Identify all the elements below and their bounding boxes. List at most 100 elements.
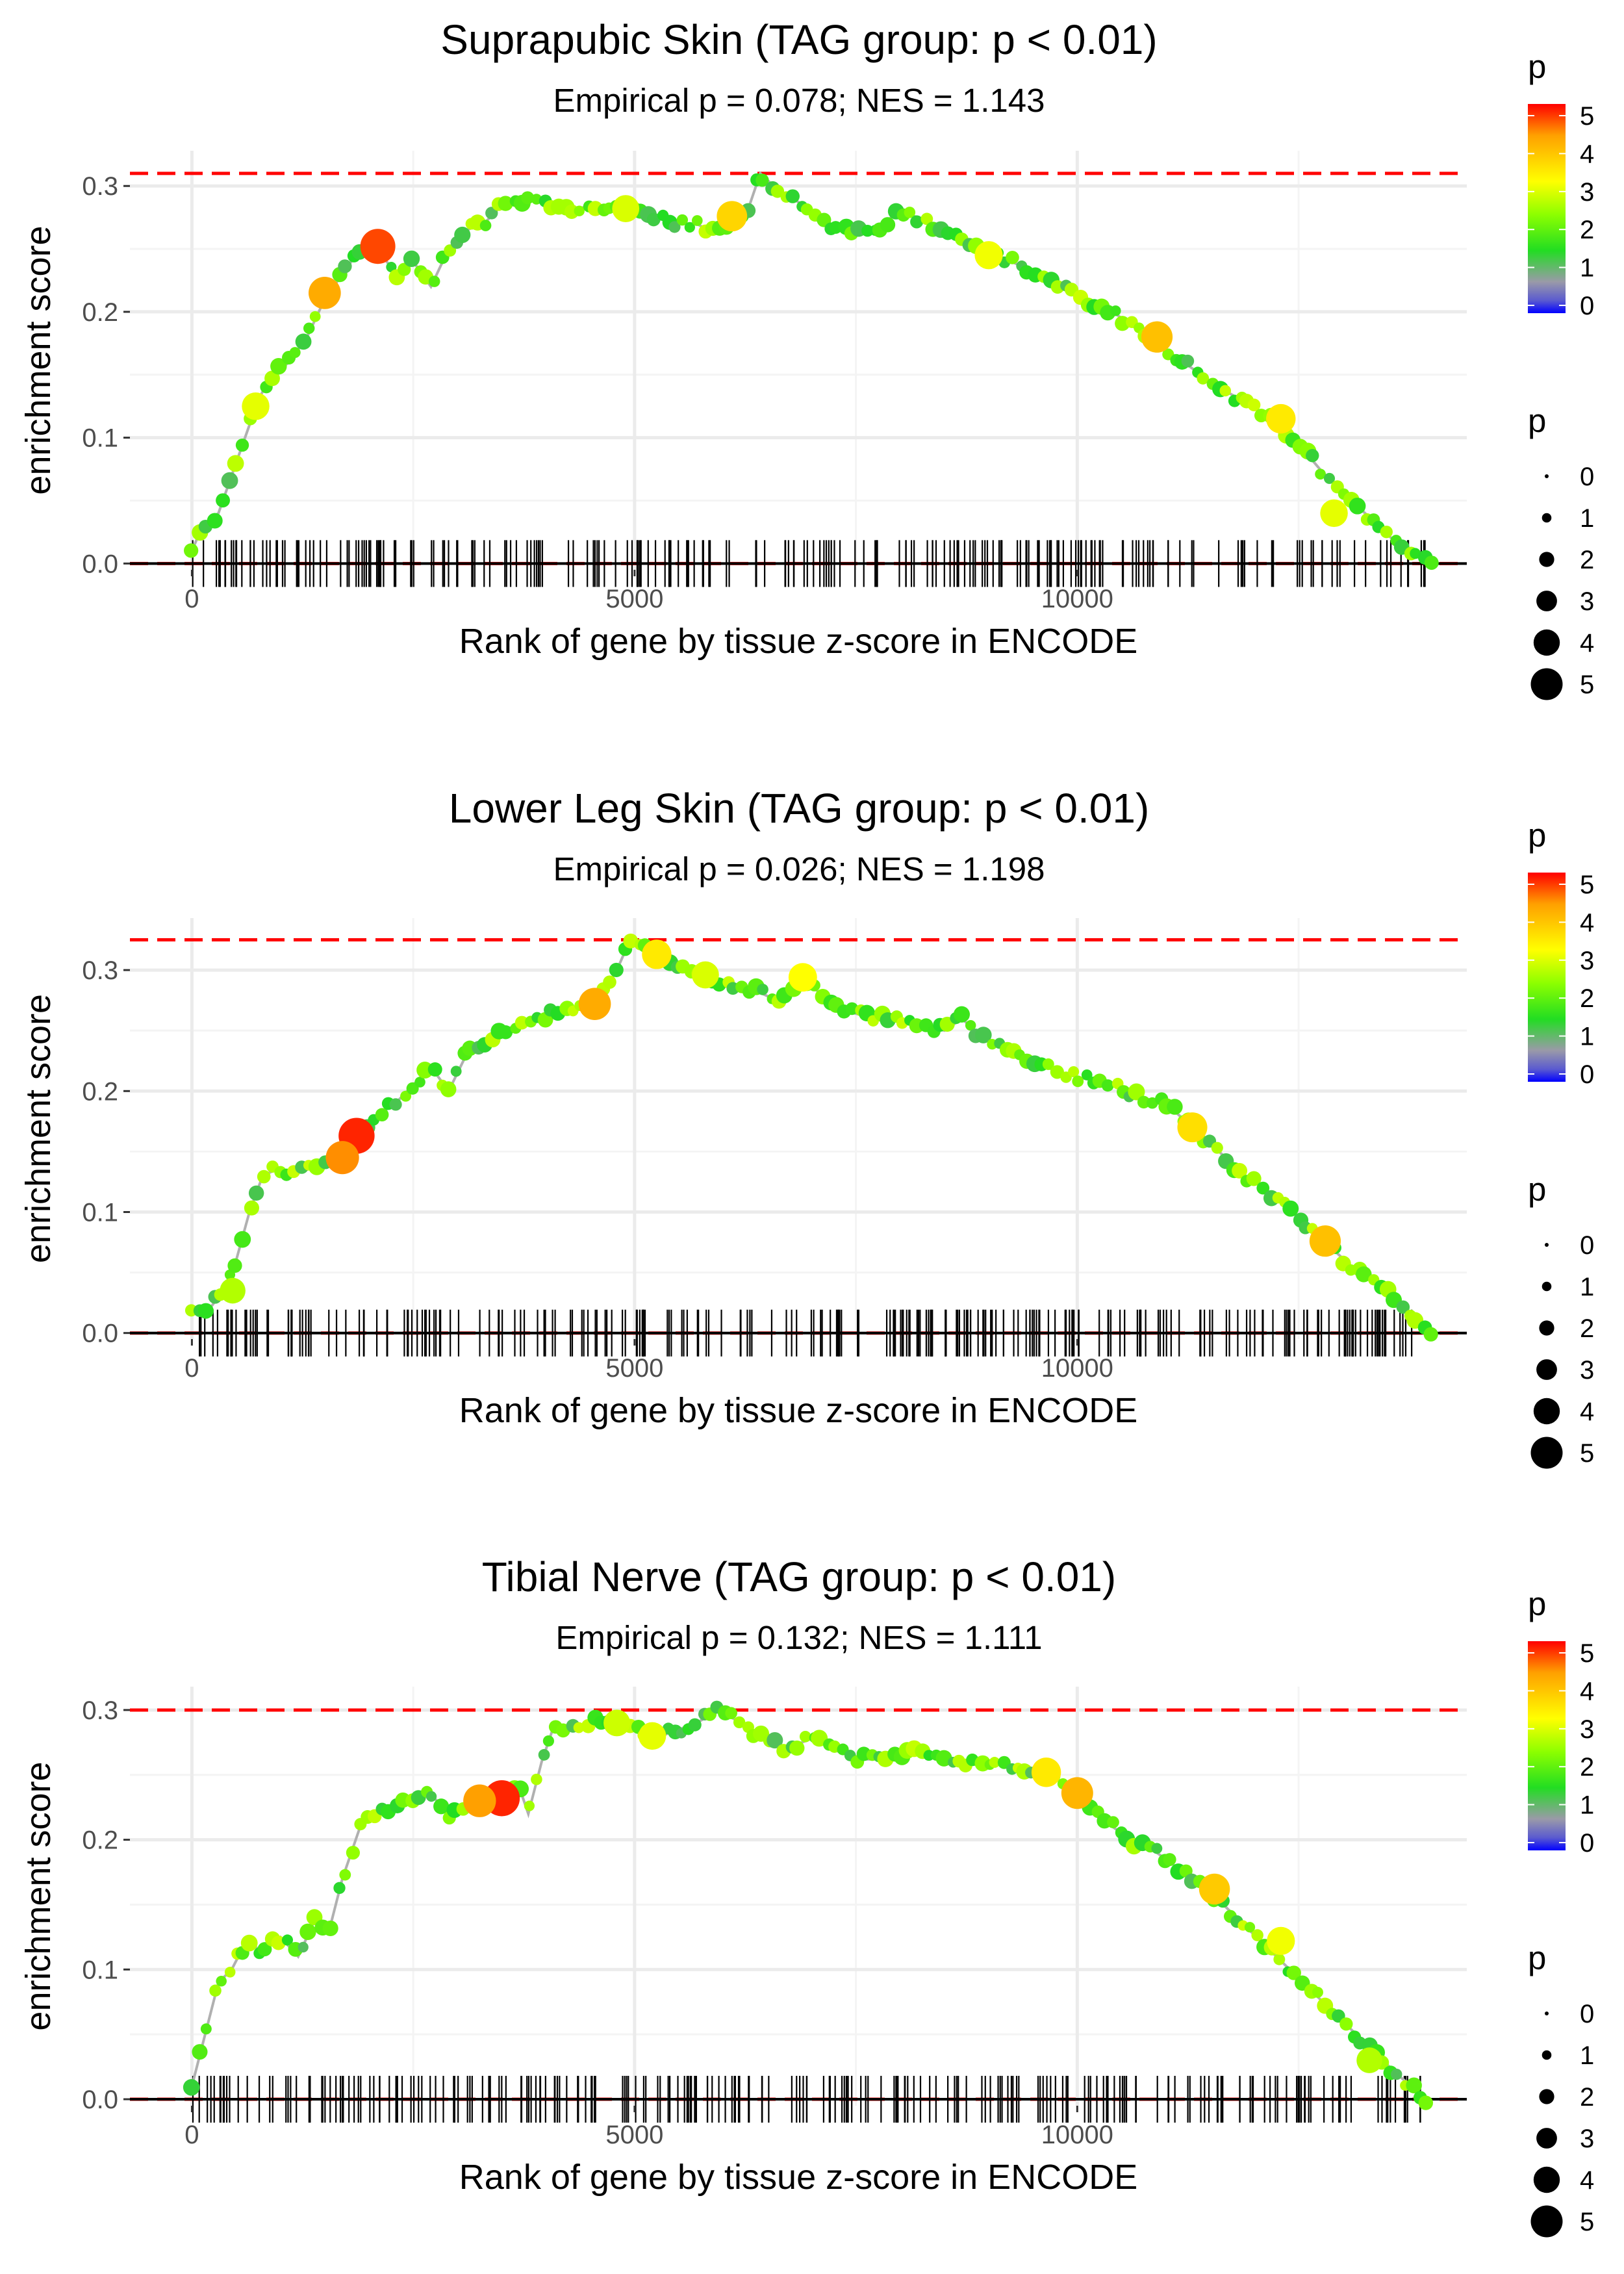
enrichment-point: [440, 1081, 457, 1097]
y-tick-label: 0.0: [82, 2086, 118, 2114]
enrichment-point: [406, 1082, 419, 1095]
enrichment-point: [975, 1027, 992, 1043]
enrichment-point-large: [1031, 1757, 1061, 1787]
enrichment-point: [1115, 316, 1130, 331]
enrichment-point-large: [717, 201, 748, 232]
enrichment-point: [1244, 1922, 1256, 1933]
legend: p 0 1 2 3 4 5 p 0 1 2 3 4 5: [1528, 1585, 1594, 2238]
enrichment-point: [953, 1006, 971, 1023]
enrichment-point-large: [578, 988, 611, 1021]
size-legend-dot: [1542, 2050, 1552, 2060]
enrichment-point: [333, 1882, 346, 1895]
enrichment-points: [184, 933, 1438, 1342]
enrichment-point-large: [1266, 403, 1296, 434]
size-legend-label: 1: [1580, 504, 1594, 533]
enrichment-point: [1211, 1142, 1223, 1154]
enrichment-point: [295, 333, 312, 350]
size-legend-dot: [1536, 1359, 1557, 1380]
enrichment-point: [910, 215, 924, 229]
enrichment-point: [538, 1749, 550, 1761]
enrichment-point: [248, 1185, 264, 1201]
enrichment-point: [904, 207, 916, 218]
enrichment-point: [322, 1920, 338, 1937]
y-tick-label: 0.1: [82, 1956, 118, 1984]
colorbar-tick-label: 1: [1580, 1023, 1594, 1051]
legend: p 0 1 2 3 4 5 p 0 1 2 3 4 5: [1528, 48, 1594, 700]
enrichment-point: [531, 1773, 542, 1785]
enrichment-point: [1410, 548, 1421, 559]
enrichment-point: [234, 1231, 251, 1248]
y-tick-label: 0.3: [82, 956, 118, 985]
colorbar: [1528, 104, 1566, 313]
enrichment-point: [524, 1800, 535, 1811]
enrichment-point: [767, 1731, 783, 1749]
x-tick-label: 10000: [1041, 585, 1113, 613]
size-legend-label: 3: [1580, 587, 1594, 616]
enrichment-point: [770, 185, 785, 198]
colorbar-tick-label: 5: [1580, 871, 1594, 899]
chart-panel-3: Tibial Nerve (TAG group: p < 0.01) Empiri…: [19, 1553, 1594, 2238]
enrichment-point: [183, 543, 199, 558]
y-tick-label: 0.0: [82, 550, 118, 578]
enrichment-point-large: [220, 1277, 246, 1304]
colorbar-tick-label: 1: [1580, 1791, 1594, 1820]
legend: p 0 1 2 3 4 5 p 0 1 2 3 4 5: [1528, 817, 1594, 1469]
enrichment-point: [574, 205, 585, 216]
size-legend-label: 1: [1580, 2041, 1594, 2070]
enrichment-point-large: [638, 1722, 666, 1750]
enrichment-point: [725, 1707, 737, 1720]
enrichment-point: [1339, 2017, 1353, 2031]
enrichment-point: [691, 215, 703, 226]
colorbar-tick-label: 4: [1580, 140, 1594, 168]
colorbar-tick-label: 4: [1580, 1677, 1594, 1706]
enrichment-point: [1042, 1058, 1054, 1070]
size-legend-dot: [1539, 1320, 1554, 1336]
x-axis-title: Rank of gene by tissue z-score in ENCODE: [459, 1391, 1137, 1430]
color-legend-title: p: [1528, 817, 1546, 854]
size-legend-label: 4: [1580, 1398, 1594, 1426]
enrichment-point: [1163, 1853, 1176, 1867]
y-tick-label: 0.0: [82, 1320, 118, 1348]
enrichment-point: [1247, 398, 1261, 412]
enrichment-point-large: [974, 241, 1003, 270]
enrichment-point: [235, 438, 249, 452]
size-legend-dot: [1539, 2089, 1554, 2104]
y-tick-label: 0.1: [82, 1198, 118, 1227]
enrichment-curve: [191, 938, 1432, 1335]
chart-panel-2: Lower Leg Skin (TAG group: p < 0.01) Empi…: [19, 785, 1594, 1469]
enrichment-point-large: [642, 939, 672, 969]
y-tick-label: 0.3: [82, 1696, 118, 1725]
enrichment-point: [1072, 1075, 1084, 1088]
size-legend-title: p: [1528, 1171, 1546, 1208]
colorbar-tick-label: 3: [1580, 178, 1594, 207]
enrichment-point: [1391, 2068, 1402, 2080]
enrichment-point: [920, 212, 933, 225]
chart-title: Lower Leg Skin (TAG group: p < 0.01): [449, 785, 1150, 832]
enrichment-point: [1107, 1816, 1119, 1828]
enrichment-point: [1256, 1181, 1270, 1195]
x-tick-label: 0: [184, 1354, 199, 1383]
enrichment-point: [1081, 1069, 1093, 1080]
enrichment-point: [498, 1025, 513, 1040]
enrichment-point: [389, 1098, 402, 1111]
x-tick-label: 0: [184, 2121, 199, 2149]
y-axis-title: enrichment score: [19, 225, 58, 494]
enrichment-point: [479, 220, 492, 231]
enrichment-point: [309, 311, 321, 322]
enrichment-point: [221, 472, 238, 489]
enrichment-point: [1349, 497, 1366, 515]
enrichment-point: [227, 1258, 242, 1273]
charts-root: Suprapubic Skin (TAG group: p < 0.01) Emp…: [19, 16, 1594, 2238]
enrichment-point: [216, 493, 231, 508]
chart-subtitle: Empirical p = 0.026; NES = 1.198: [553, 850, 1045, 888]
enrichment-point: [450, 1066, 462, 1077]
enrichment-point-large: [612, 195, 640, 222]
enrichment-point: [688, 1718, 702, 1731]
enrichment-point: [1151, 1843, 1163, 1854]
enrichment-point: [1101, 1079, 1114, 1092]
size-legend-dot: [1545, 474, 1549, 478]
x-tick-label: 10000: [1041, 1354, 1113, 1383]
size-legend-dot: [1539, 552, 1554, 567]
enrichment-point-large: [1061, 1777, 1093, 1809]
enrichment-points: [183, 1700, 1434, 2110]
